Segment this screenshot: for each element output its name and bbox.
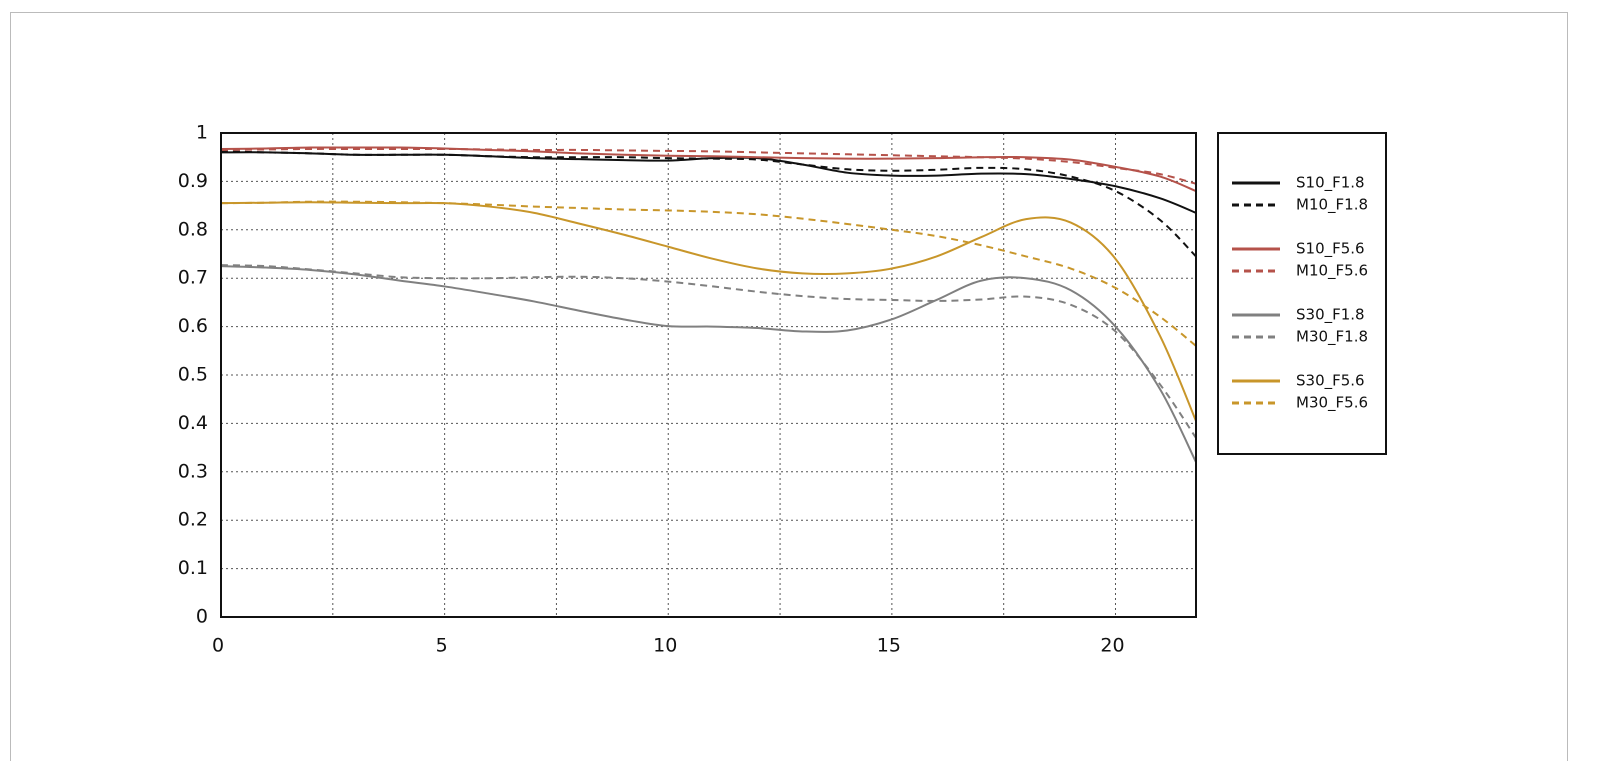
legend-label: S10_F1.8 — [1296, 174, 1365, 193]
x-tick-label: 10 — [653, 635, 677, 657]
y-tick-label: 0.2 — [178, 509, 208, 531]
y-tick-label: 0.8 — [178, 218, 208, 240]
legend-label: M30_F1.8 — [1296, 328, 1368, 347]
series-line — [220, 265, 1197, 463]
y-tick-label: 0.4 — [178, 412, 208, 434]
legend-label: M30_F5.6 — [1296, 394, 1368, 413]
series-line — [220, 200, 1197, 347]
legend-label: S30_F1.8 — [1296, 306, 1365, 325]
legend-label: S10_F5.6 — [1296, 240, 1365, 259]
y-tick-label: 0.9 — [178, 170, 208, 192]
y-tick-label: 0.3 — [178, 460, 208, 482]
series-line — [220, 147, 1197, 185]
legend-label: S30_F5.6 — [1296, 372, 1365, 391]
legend-label: M10_F5.6 — [1296, 262, 1368, 281]
x-tick-label: 15 — [877, 635, 901, 657]
x-tick-label: 20 — [1100, 635, 1124, 657]
y-tick-label: 1 — [196, 122, 208, 144]
y-tick-label: 0.6 — [178, 315, 208, 337]
series-line — [220, 201, 1197, 422]
series-line — [220, 146, 1197, 193]
x-tick-label: 5 — [436, 635, 448, 657]
series-line — [220, 264, 1197, 439]
y-tick-label: 0 — [196, 606, 208, 628]
x-tick-label: 0 — [212, 635, 224, 657]
y-tick-label: 0.1 — [178, 557, 208, 579]
legend-box — [1217, 132, 1387, 455]
series-line — [220, 150, 1197, 258]
y-tick-label: 0.5 — [178, 364, 208, 386]
y-tick-label: 0.7 — [178, 267, 208, 289]
plot-border — [220, 132, 1197, 618]
legend-label: M10_F1.8 — [1296, 196, 1368, 215]
